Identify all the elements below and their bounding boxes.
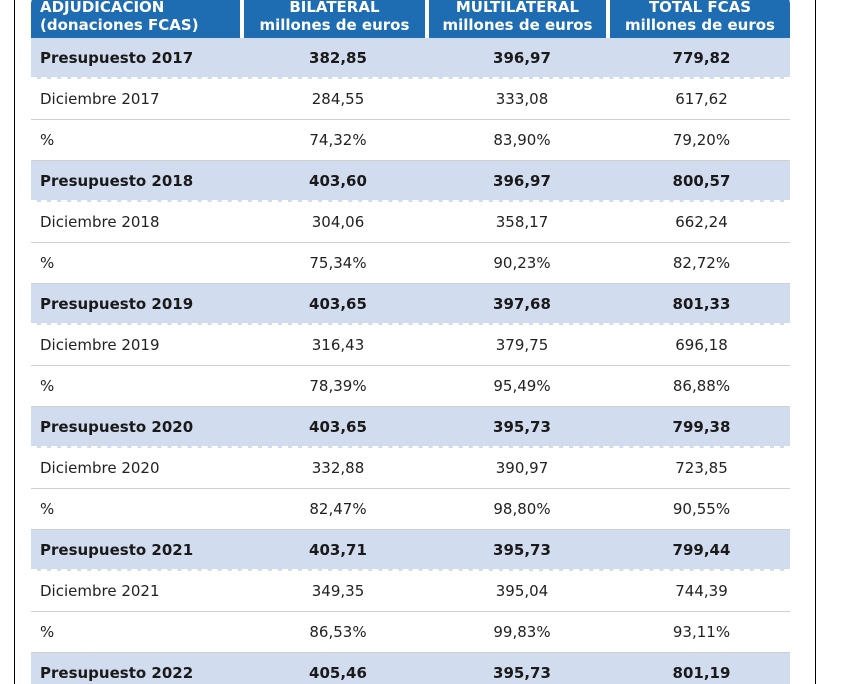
- table-row-budget: Presupuesto 2022 405,46 395,73 801,19: [31, 653, 790, 684]
- header-multilateral-line2: millones de euros: [442, 16, 593, 34]
- bilateral-value: 284,55: [311, 90, 365, 108]
- header-adjudicacion-line2: (donaciones FCAS): [40, 16, 199, 34]
- bilateral-value: 349,35: [311, 582, 365, 600]
- bilateral-value: 403,71: [309, 540, 367, 559]
- bilateral-value: 78,39%: [309, 377, 367, 395]
- multilateral-value: 395,73: [493, 663, 551, 682]
- table-row-budget: Presupuesto 2019 403,65 397,68 801,33: [31, 284, 790, 325]
- total-value: 779,82: [672, 48, 731, 67]
- frame-border-left: [14, 0, 15, 684]
- header-adjudicacion-line1: ADJUDICACIÓN: [40, 0, 165, 16]
- multilateral-value: 395,73: [493, 540, 551, 559]
- frame-border-right: [815, 0, 816, 684]
- multilateral-value: 90,23%: [493, 254, 551, 272]
- header-total-fcas-line1: TOTAL FCAS: [648, 0, 752, 16]
- total-value: 801,19: [672, 663, 731, 682]
- multilateral-value: 98,80%: [493, 500, 551, 518]
- row-label: Diciembre 2018: [40, 213, 160, 231]
- table-row-budget: Presupuesto 2017 382,85 396,97 779,82: [31, 38, 790, 79]
- table-row: % 75,34% 90,23% 82,72%: [31, 243, 790, 284]
- multilateral-value: 83,90%: [493, 131, 551, 149]
- header-total-fcas: TOTAL FCAS millones de euros: [609, 0, 791, 38]
- bilateral-value: 82,47%: [309, 500, 367, 518]
- total-value: 93,11%: [672, 623, 731, 641]
- multilateral-value: 396,97: [493, 48, 551, 67]
- table-row: Diciembre 2017 284,55 333,08 617,62: [31, 79, 790, 120]
- table-row: Diciembre 2019 316,43 379,75 696,18: [31, 325, 790, 366]
- bilateral-value: 403,60: [309, 171, 367, 190]
- header-multilateral: MULTILATERAL millones de euros: [428, 0, 606, 38]
- table-row: % 86,53% 99,83% 93,11%: [31, 612, 790, 653]
- table-row: % 78,39% 95,49% 86,88%: [31, 366, 790, 407]
- row-label: Diciembre 2020: [40, 459, 160, 477]
- header-bilateral-line1: BILATERAL: [289, 0, 380, 16]
- header-total-fcas-line2: millones de euros: [625, 16, 775, 34]
- total-value: 744,39: [675, 582, 728, 600]
- total-value: 617,62: [675, 90, 728, 108]
- row-label: Presupuesto 2019: [40, 294, 194, 313]
- header-adjudicacion: ADJUDICACIÓN (donaciones FCAS): [31, 0, 240, 38]
- header-bilateral-line2: millones de euros: [259, 16, 410, 34]
- row-label: %: [40, 131, 55, 149]
- table-row: Diciembre 2021 349,35 395,04 744,39: [31, 571, 790, 612]
- table-body: Presupuesto 2017 382,85 396,97 779,82 Diciem…: [31, 38, 790, 684]
- total-value: 799,44: [672, 540, 731, 559]
- total-value: 90,55%: [672, 500, 731, 518]
- bilateral-value: 304,06: [311, 213, 365, 231]
- row-label: Presupuesto 2022: [40, 663, 194, 682]
- row-label: %: [40, 623, 55, 641]
- multilateral-value: 395,04: [495, 582, 549, 600]
- fcas-allocation-table: ADJUDICACIÓN (donaciones FCAS) BILATERAL…: [31, 0, 791, 684]
- row-label: Presupuesto 2018: [40, 171, 194, 190]
- header-multilateral-line1: MULTILATERAL: [455, 0, 580, 16]
- table-row-budget: Presupuesto 2020 403,65 395,73 799,38: [31, 407, 790, 448]
- multilateral-value: 358,17: [495, 213, 549, 231]
- total-value: 696,18: [675, 336, 728, 354]
- bilateral-value: 316,43: [311, 336, 365, 354]
- bilateral-value: 86,53%: [309, 623, 367, 641]
- total-value: 79,20%: [672, 131, 731, 149]
- table-row: Diciembre 2018 304,06 358,17 662,24: [31, 202, 790, 243]
- total-value: 800,57: [672, 171, 731, 190]
- bilateral-value: 75,34%: [309, 254, 367, 272]
- table-row: % 74,32% 83,90% 79,20%: [31, 120, 790, 161]
- total-value: 801,33: [672, 294, 731, 313]
- bilateral-value: 74,32%: [309, 131, 367, 149]
- row-label: %: [40, 254, 55, 272]
- multilateral-value: 395,73: [493, 417, 551, 436]
- row-label: %: [40, 500, 55, 518]
- row-label: Diciembre 2019: [40, 336, 160, 354]
- total-value: 723,85: [675, 459, 728, 477]
- table-row-budget: Presupuesto 2021 403,71 395,73 799,44: [31, 530, 790, 571]
- total-value: 86,88%: [672, 377, 731, 395]
- table-row: % 82,47% 98,80% 90,55%: [31, 489, 790, 530]
- row-label: Diciembre 2021: [40, 582, 160, 600]
- row-label: Presupuesto 2021: [40, 540, 194, 559]
- row-label: %: [40, 377, 55, 395]
- multilateral-value: 390,97: [495, 459, 549, 477]
- bilateral-value: 382,85: [309, 48, 367, 67]
- table-header-row: ADJUDICACIÓN (donaciones FCAS) BILATERAL…: [31, 0, 791, 38]
- multilateral-value: 396,97: [493, 171, 551, 190]
- bilateral-value: 332,88: [311, 459, 365, 477]
- multilateral-value: 397,68: [493, 294, 551, 313]
- total-value: 662,24: [675, 213, 728, 231]
- row-label: Diciembre 2017: [40, 90, 160, 108]
- row-label: Presupuesto 2017: [40, 48, 194, 67]
- header-bilateral: BILATERAL millones de euros: [243, 0, 425, 38]
- total-value: 82,72%: [672, 254, 731, 272]
- row-label: Presupuesto 2020: [40, 417, 194, 436]
- multilateral-value: 99,83%: [493, 623, 551, 641]
- multilateral-value: 95,49%: [493, 377, 551, 395]
- multilateral-value: 333,08: [495, 90, 549, 108]
- bilateral-value: 405,46: [309, 663, 367, 682]
- bilateral-value: 403,65: [309, 417, 367, 436]
- total-value: 799,38: [672, 417, 731, 436]
- multilateral-value: 379,75: [495, 336, 549, 354]
- table-row: Diciembre 2020 332,88 390,97 723,85: [31, 448, 790, 489]
- table-row-budget: Presupuesto 2018 403,60 396,97 800,57: [31, 161, 790, 202]
- bilateral-value: 403,65: [309, 294, 367, 313]
